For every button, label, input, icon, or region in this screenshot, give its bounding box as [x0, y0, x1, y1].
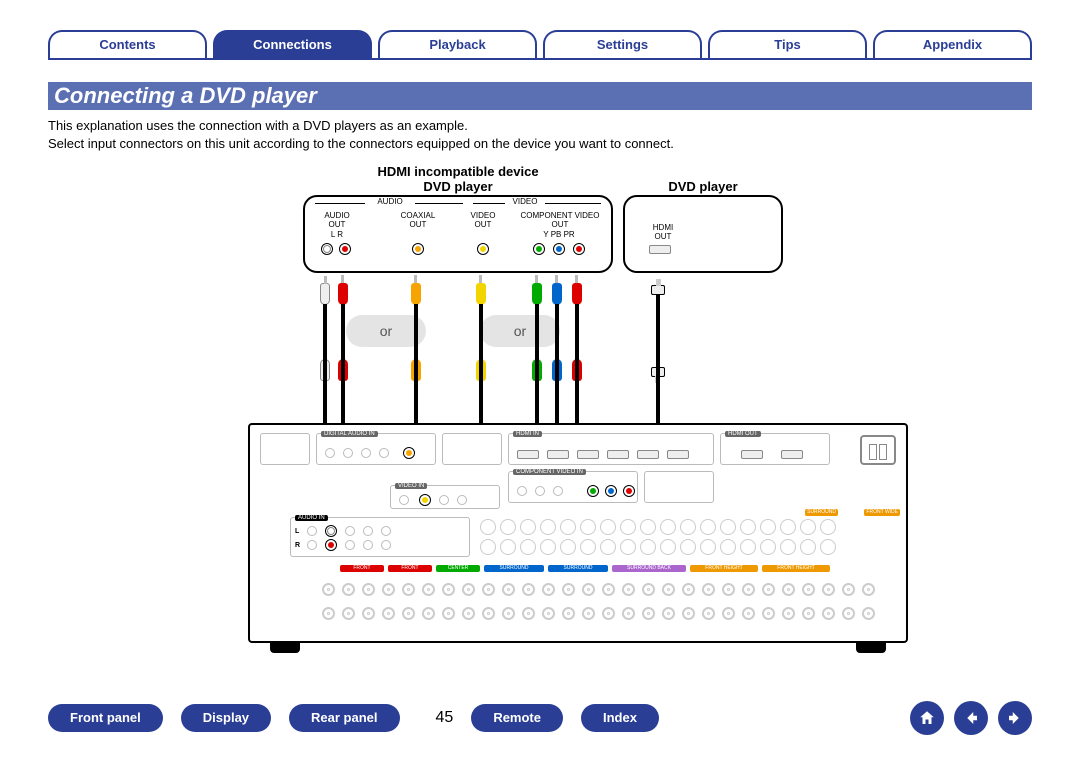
rcv-audio-l — [325, 525, 337, 537]
rcv-comp-pb — [605, 485, 617, 497]
jack-hdmi-out — [649, 245, 671, 254]
audio-section-label: AUDIO — [365, 197, 415, 206]
body-line-2: Select input connectors on this unit acc… — [48, 136, 674, 151]
device-box-hdmi: HDMI OUT — [623, 195, 783, 273]
plug-top-pr — [572, 283, 582, 305]
hdmi-out-label: HDMI OUT — [645, 223, 681, 241]
nav-index[interactable]: Index — [581, 704, 659, 732]
jack-pb — [553, 243, 565, 255]
plug-top-coax — [411, 283, 421, 305]
or-bubble-2: or — [480, 315, 560, 347]
lr-label: L R — [317, 230, 357, 239]
bottom-nav: Front panel Display Rear panel 45 Remote… — [48, 703, 1032, 733]
page-number: 45 — [436, 709, 454, 727]
tab-settings[interactable]: Settings — [543, 30, 702, 58]
nav-display[interactable]: Display — [181, 704, 271, 732]
receiver-rear-panel: DIGITAL AUDIO IN HDMI IN HDMI OUT COMPON… — [248, 423, 908, 643]
label-dvd-player: DVD player — [623, 179, 783, 194]
rcv-comp-pr — [623, 485, 635, 497]
body-text: This explanation uses the connection wit… — [48, 117, 1032, 152]
rcv-coax-in — [403, 447, 415, 459]
tab-appendix[interactable]: Appendix — [873, 30, 1032, 58]
rcv-video-in — [419, 494, 431, 506]
jack-pr — [573, 243, 585, 255]
nav-front-panel[interactable]: Front panel — [48, 704, 163, 732]
rcv-hdmi-dvd — [637, 450, 659, 459]
ac-inlet — [860, 435, 896, 465]
coax-out-label: COAXIAL OUT — [395, 211, 441, 229]
tab-contents[interactable]: Contents — [48, 30, 207, 58]
plug-top-audio-l — [320, 283, 330, 305]
jack-audio-r — [339, 243, 351, 255]
connection-diagram: HDMI incompatible device DVD player DVD … — [48, 165, 1032, 655]
label-hdmi-incompatible: HDMI incompatible device DVD player — [303, 165, 613, 195]
plug-top-pb — [552, 283, 562, 305]
ypbpr-label: Y PB PR — [529, 230, 589, 239]
tab-playback[interactable]: Playback — [378, 30, 537, 58]
page-title: Connecting a DVD player — [48, 82, 1032, 110]
jack-audio-l — [321, 243, 333, 255]
jack-coaxial — [412, 243, 424, 255]
body-line-1: This explanation uses the connection wit… — [48, 118, 468, 133]
nav-remote[interactable]: Remote — [471, 704, 563, 732]
plug-top-y — [532, 283, 542, 305]
band-surround: SURROUND — [805, 509, 838, 516]
device-box-analog: AUDIO VIDEO AUDIO OUT L R COAXIAL OUT VI… — [303, 195, 613, 273]
band-frontwide: FRONT WIDE — [864, 509, 900, 516]
plug-top-video — [476, 283, 486, 305]
video-section-label: VIDEO — [505, 197, 545, 206]
component-out-label: COMPONENT VIDEO OUT — [515, 211, 605, 229]
prev-button[interactable] — [954, 701, 988, 735]
video-out-label: VIDEO OUT — [463, 211, 503, 229]
arrow-right-icon — [1006, 709, 1024, 727]
rcv-comp-y — [587, 485, 599, 497]
nav-rear-panel[interactable]: Rear panel — [289, 704, 399, 732]
home-button[interactable] — [910, 701, 944, 735]
tab-tips[interactable]: Tips — [708, 30, 867, 58]
next-button[interactable] — [998, 701, 1032, 735]
rcv-audio-r — [325, 539, 337, 551]
plug-top-hdmi — [651, 285, 665, 295]
jack-y — [533, 243, 545, 255]
top-tabs: Contents Connections Playback Settings T… — [48, 30, 1032, 60]
cable-hdmi — [656, 295, 660, 443]
tab-connections[interactable]: Connections — [213, 30, 372, 58]
plug-top-audio-r — [338, 283, 348, 305]
arrow-left-icon — [962, 709, 980, 727]
home-icon — [918, 709, 936, 727]
jack-video — [477, 243, 489, 255]
audio-out-label: AUDIO OUT — [317, 211, 357, 229]
